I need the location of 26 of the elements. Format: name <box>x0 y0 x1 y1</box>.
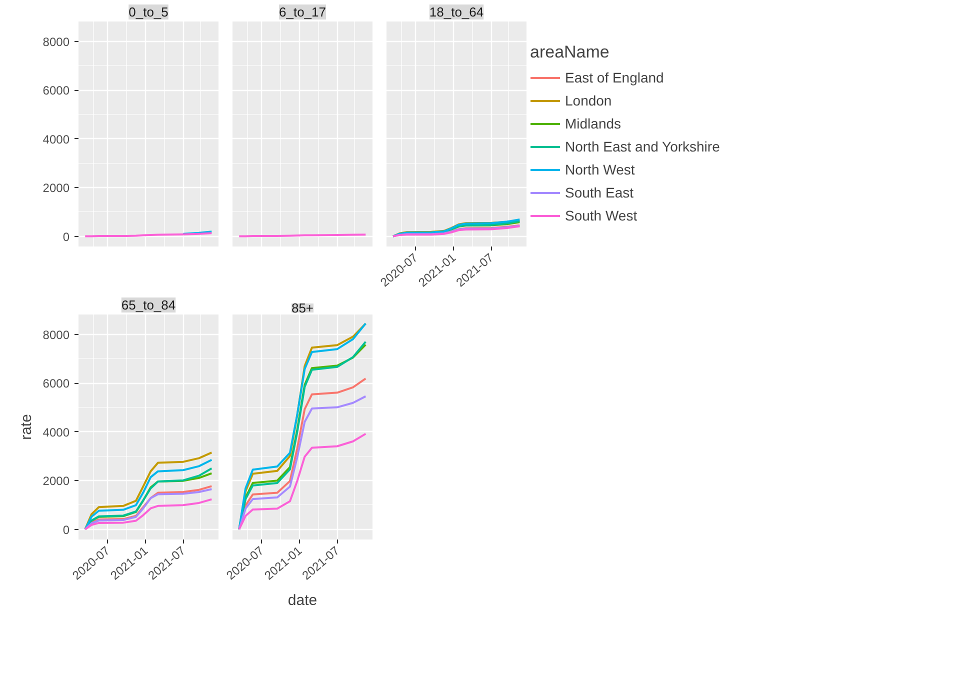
chart-title: 0_to_5 <box>128 4 168 20</box>
y-tick-label: 6000 <box>42 376 70 391</box>
y-tick-label: 8000 <box>42 34 70 49</box>
legend-label: Midlands <box>565 115 622 131</box>
y-tick-label: 2000 <box>42 474 70 488</box>
x-axis-title: date <box>288 592 318 609</box>
legend-label: North West <box>565 161 635 177</box>
y-tick-label: 4000 <box>42 425 70 440</box>
legend-label: London <box>565 92 612 108</box>
legend-label: North East and Yorkshire <box>565 138 720 154</box>
legend-label: South West <box>565 207 638 223</box>
y-axis-title: rate <box>18 414 35 440</box>
y-tick-label: 0 <box>62 522 70 537</box>
y-tick-label: 4000 <box>42 132 70 146</box>
y-tick-label: 8000 <box>42 328 70 342</box>
y-tick-label: 0 <box>62 230 70 244</box>
chart-title: 6_to_17 <box>279 4 326 20</box>
chart-title: 65_to_84 <box>121 298 176 312</box>
legend-label: East of England <box>565 69 664 85</box>
legend-label: South East <box>565 184 634 200</box>
chart-title: 18_to_64 <box>429 4 484 20</box>
y-tick-label: 2000 <box>42 181 70 196</box>
chart-title: 85+ <box>291 300 314 316</box>
legend-title: areaName <box>530 42 610 62</box>
y-tick-label: 6000 <box>42 84 70 98</box>
line-series <box>84 498 213 530</box>
